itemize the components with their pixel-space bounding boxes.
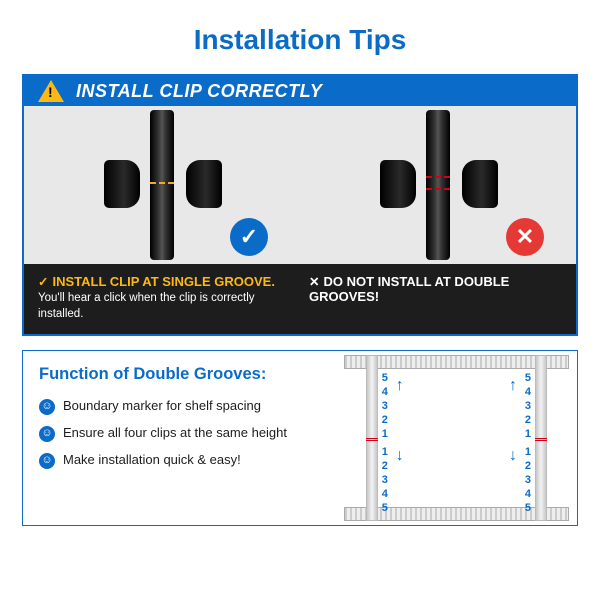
ok-lead: INSTALL CLIP AT SINGLE GROOVE.	[52, 274, 274, 289]
install-section: INSTALL CLIP CORRECTLY ✓ ✕ ✓ INSTALL CLIP…	[22, 74, 578, 336]
clip-left	[104, 160, 140, 208]
shelf-diagram: 5 4 3 2 1 1 2 3 4 5 5 4 3 2 1 1 2 3 4 5 …	[336, 351, 577, 525]
double-groove-marker	[535, 438, 547, 441]
bullet-text: Ensure all four clips at the same height	[63, 425, 287, 441]
ok-caption: ✓ INSTALL CLIP AT SINGLE GROOVE. You'll h…	[38, 274, 291, 322]
double-groove-marker	[366, 438, 378, 441]
x-icon: ✕	[506, 218, 544, 256]
pole-correct	[150, 110, 174, 260]
bullet-icon: ☺	[39, 453, 55, 469]
no-lead: DO NOT INSTALL AT DOUBLE GROOVES!	[309, 274, 509, 304]
arrow-col-right: ↑ ↓	[509, 377, 517, 465]
ok-sub: You'll hear a click when the clip is cor…	[38, 291, 291, 322]
number-col-left: 5 4 3 2 1 1 2 3 4 5	[382, 371, 388, 515]
clip-right	[462, 160, 498, 208]
bullet-row: ☺ Ensure all four clips at the same heig…	[39, 425, 324, 442]
post-right	[535, 355, 547, 521]
arrow-up-icon: ↑	[396, 377, 404, 395]
arrow-col-left: ↑ ↓	[396, 377, 404, 465]
bullet-icon: ☺	[39, 426, 55, 442]
install-body: ✓ ✕	[24, 106, 576, 264]
single-groove-line	[150, 182, 174, 184]
arrow-down-icon: ↓	[509, 447, 517, 465]
clip-left	[380, 160, 416, 208]
double-groove-line-1	[426, 176, 450, 178]
post-left	[366, 355, 378, 521]
bullet-row: ☺ Boundary marker for shelf spacing	[39, 398, 324, 415]
bullet-text: Make installation quick & easy!	[63, 452, 241, 468]
install-header-text: INSTALL CLIP CORRECTLY	[76, 81, 322, 102]
pole-incorrect	[426, 110, 450, 260]
correct-panel: ✓	[24, 106, 300, 264]
function-title: Function of Double Grooves:	[39, 365, 324, 384]
warning-icon	[38, 80, 64, 102]
arrow-up-icon: ↑	[509, 377, 517, 395]
clip-right	[186, 160, 222, 208]
check-glyph-icon: ✓	[38, 275, 48, 289]
bullet-row: ☺ Make installation quick & easy!	[39, 452, 324, 469]
x-glyph-icon: ✕	[309, 275, 319, 289]
number-col-right: 5 4 3 2 1 1 2 3 4 5	[525, 371, 531, 515]
bullet-text: Boundary marker for shelf spacing	[63, 398, 261, 414]
no-caption: ✕DO NOT INSTALL AT DOUBLE GROOVES!	[309, 274, 562, 322]
install-header: INSTALL CLIP CORRECTLY	[24, 76, 576, 106]
function-section: Function of Double Grooves: ☺ Boundary m…	[22, 350, 578, 526]
function-text: Function of Double Grooves: ☺ Boundary m…	[23, 351, 336, 525]
page-title: Installation Tips	[0, 0, 600, 74]
bullet-icon: ☺	[39, 399, 55, 415]
incorrect-panel: ✕	[300, 106, 576, 264]
double-groove-line-2	[426, 188, 450, 190]
check-icon: ✓	[230, 218, 268, 256]
install-footer: ✓ INSTALL CLIP AT SINGLE GROOVE. You'll h…	[24, 264, 576, 334]
arrow-down-icon: ↓	[396, 447, 404, 465]
